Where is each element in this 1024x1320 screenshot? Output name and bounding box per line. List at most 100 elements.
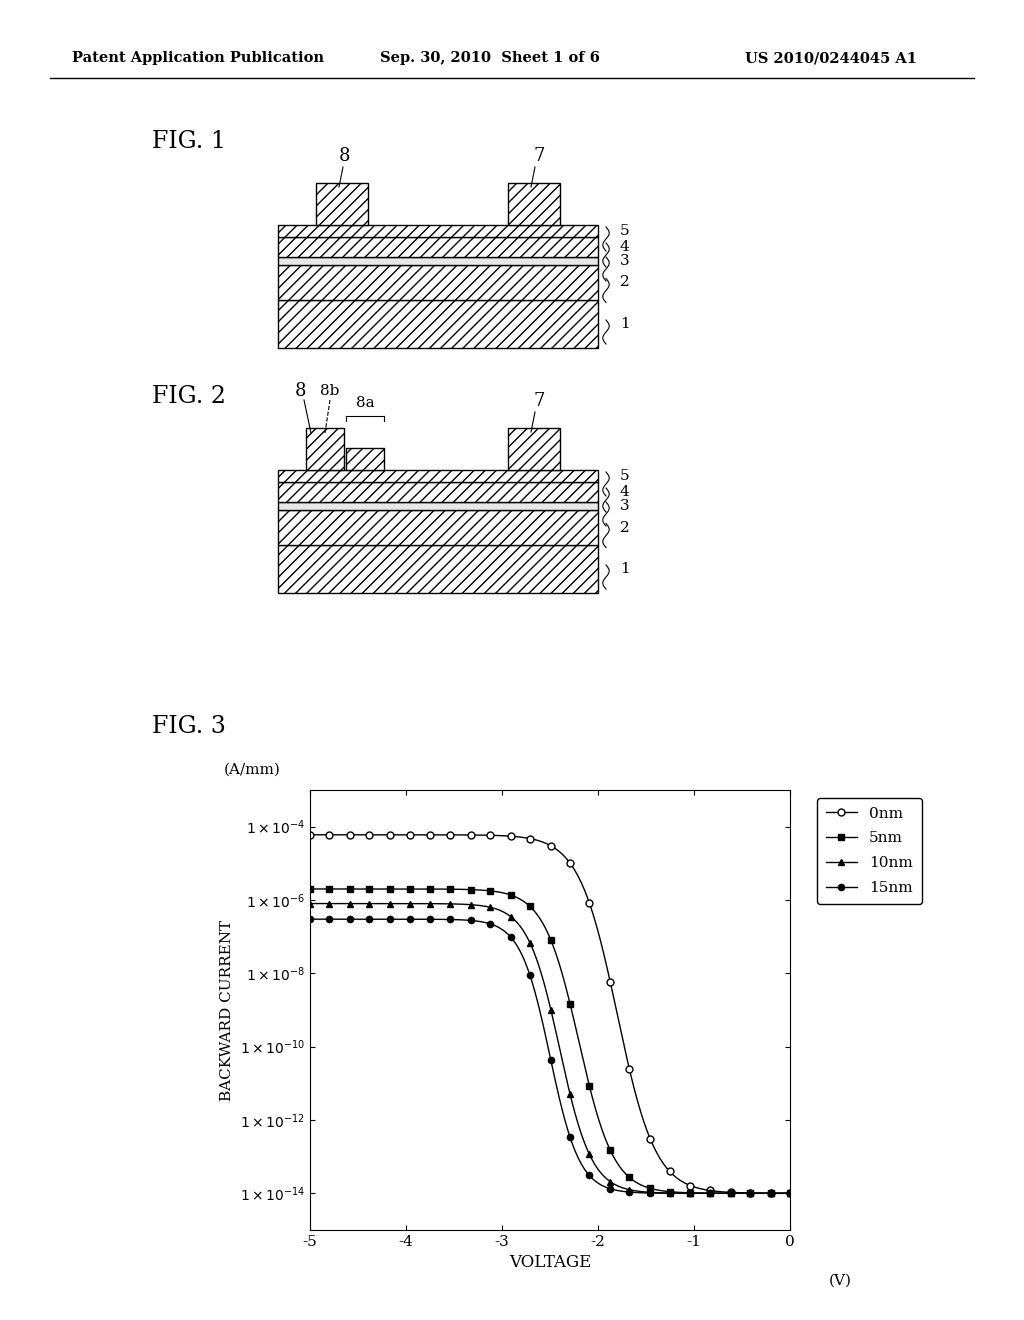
Text: 4: 4 — [620, 484, 630, 499]
Text: 7: 7 — [534, 392, 545, 411]
Text: 8: 8 — [339, 147, 351, 165]
15nm — [403, 911, 416, 927]
5nm — [724, 1185, 736, 1201]
15nm — [465, 912, 477, 928]
10nm — [644, 1184, 656, 1200]
Bar — [278, 502, 598, 510]
0nm — [684, 1177, 696, 1193]
0nm — [584, 895, 596, 911]
5nm — [584, 1078, 596, 1094]
15nm — [324, 911, 336, 927]
Text: 2: 2 — [620, 520, 630, 535]
0nm — [384, 826, 396, 842]
0nm — [443, 826, 456, 842]
5nm — [384, 880, 396, 896]
Text: 1: 1 — [620, 317, 630, 331]
15nm — [524, 968, 537, 983]
15nm — [724, 1185, 736, 1201]
5nm — [684, 1185, 696, 1201]
15nm — [545, 1052, 557, 1068]
Text: 8b: 8b — [321, 384, 340, 399]
0nm — [324, 826, 336, 842]
5nm — [703, 1185, 716, 1201]
10nm — [584, 1146, 596, 1162]
Bar — [278, 545, 598, 593]
Text: 7: 7 — [534, 147, 545, 165]
10nm — [684, 1185, 696, 1201]
5nm — [765, 1185, 777, 1201]
Text: 4: 4 — [620, 240, 630, 253]
5nm — [524, 899, 537, 915]
Text: (A/mm): (A/mm) — [223, 763, 281, 776]
Text: 5: 5 — [620, 469, 630, 483]
0nm — [724, 1184, 736, 1200]
Text: FIG. 1: FIG. 1 — [152, 129, 226, 153]
Text: FIG. 3: FIG. 3 — [152, 715, 226, 738]
Bar — [278, 257, 598, 265]
Text: US 2010/0244045 A1: US 2010/0244045 A1 — [745, 51, 918, 65]
10nm — [384, 896, 396, 912]
0nm — [624, 1061, 636, 1077]
Line: 0nm: 0nm — [306, 832, 794, 1197]
15nm — [644, 1185, 656, 1201]
5nm — [644, 1180, 656, 1196]
5nm — [324, 880, 336, 896]
10nm — [765, 1185, 777, 1201]
10nm — [424, 896, 436, 912]
15nm — [783, 1185, 796, 1201]
Bar — [278, 482, 598, 502]
Text: Patent Application Publication: Patent Application Publication — [72, 51, 324, 65]
10nm — [364, 896, 376, 912]
5nm — [564, 995, 577, 1011]
Text: FIG. 2: FIG. 2 — [152, 385, 226, 408]
0nm — [765, 1185, 777, 1201]
Bar — [278, 238, 598, 257]
0nm — [743, 1185, 756, 1201]
5nm — [664, 1184, 676, 1200]
5nm — [465, 882, 477, 898]
5nm — [743, 1185, 756, 1201]
10nm — [624, 1181, 636, 1197]
10nm — [324, 896, 336, 912]
Text: Sep. 30, 2010  Sheet 1 of 6: Sep. 30, 2010 Sheet 1 of 6 — [380, 51, 600, 65]
10nm — [505, 908, 517, 924]
0nm — [465, 828, 477, 843]
0nm — [403, 826, 416, 842]
Line: 5nm: 5nm — [306, 886, 794, 1197]
10nm — [465, 896, 477, 912]
15nm — [344, 911, 356, 927]
Bar — [278, 510, 598, 545]
5nm — [344, 880, 356, 896]
0nm — [783, 1185, 796, 1201]
10nm — [664, 1185, 676, 1201]
15nm — [443, 912, 456, 928]
0nm — [364, 826, 376, 842]
15nm — [364, 911, 376, 927]
5nm — [424, 882, 436, 898]
15nm — [664, 1185, 676, 1201]
15nm — [765, 1185, 777, 1201]
0nm — [424, 826, 436, 842]
10nm — [443, 896, 456, 912]
0nm — [304, 826, 316, 842]
5nm — [604, 1142, 616, 1158]
5nm — [505, 887, 517, 903]
15nm — [604, 1181, 616, 1197]
0nm — [664, 1163, 676, 1179]
15nm — [624, 1184, 636, 1200]
Bar — [508, 183, 560, 224]
15nm — [505, 929, 517, 945]
Text: 2: 2 — [620, 276, 630, 289]
0nm — [505, 828, 517, 843]
10nm — [703, 1185, 716, 1201]
15nm — [304, 911, 316, 927]
5nm — [483, 883, 496, 899]
5nm — [545, 932, 557, 948]
15nm — [743, 1185, 756, 1201]
0nm — [545, 838, 557, 854]
5nm — [403, 880, 416, 896]
Text: 3: 3 — [620, 499, 630, 513]
Text: 8: 8 — [295, 381, 307, 400]
Bar — [278, 224, 598, 238]
Bar — [508, 428, 560, 470]
